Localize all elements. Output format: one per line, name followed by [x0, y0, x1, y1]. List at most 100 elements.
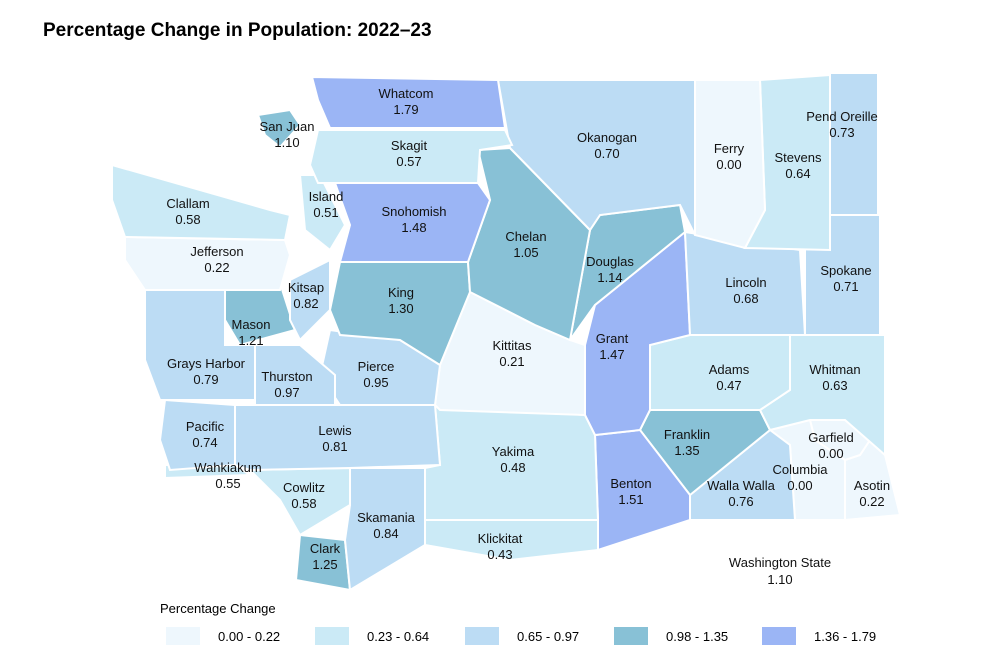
county-value-kittitas: 0.21: [499, 354, 524, 369]
county-name-yakima: Yakima: [492, 444, 535, 459]
state-value: 1.10: [767, 572, 792, 587]
county-value-okanogan: 0.70: [594, 146, 619, 161]
county-name-columbia: Columbia: [773, 462, 829, 477]
county-name-klickitat: Klickitat: [478, 531, 523, 546]
county-value-pend-oreille: 0.73: [829, 125, 854, 140]
county-value-clark: 1.25: [312, 557, 337, 572]
county-value-snohomish: 1.48: [401, 220, 426, 235]
county-value-asotin: 0.22: [859, 494, 884, 509]
county-value-ferry: 0.00: [716, 157, 741, 172]
county-name-skamania: Skamania: [357, 510, 416, 525]
county-name-whatcom: Whatcom: [379, 86, 434, 101]
legend-swatch: [465, 627, 499, 645]
legend-label: 0.00 - 0.22: [218, 628, 281, 644]
legend-item: 0.98 - 1.35: [614, 627, 728, 645]
county-value-lewis: 0.81: [322, 439, 347, 454]
county-value-douglas: 1.14: [597, 270, 622, 285]
legend-item: 1.36 - 1.79: [762, 627, 876, 645]
county-name-benton: Benton: [610, 476, 651, 491]
county-value-columbia: 0.00: [787, 478, 812, 493]
county-value-skamania: 0.84: [373, 526, 398, 541]
county-name-mason: Mason: [231, 317, 270, 332]
county-name-snohomish: Snohomish: [381, 204, 446, 219]
county-name-clallam: Clallam: [166, 196, 209, 211]
county-name-garfield: Garfield: [808, 430, 854, 445]
county-name-pacific: Pacific: [186, 419, 225, 434]
county-name-chelan: Chelan: [505, 229, 546, 244]
county-name-king: King: [388, 285, 414, 300]
county-name-thurston: Thurston: [261, 369, 312, 384]
county-okanogan: [496, 79, 696, 236]
county-value-chelan: 1.05: [513, 245, 538, 260]
county-value-walla-walla: 0.76: [728, 494, 753, 509]
county-value-franklin: 1.35: [674, 443, 699, 458]
county-kitsap: [289, 258, 331, 342]
county-name-island: Island: [309, 189, 344, 204]
state-label: Washington State: [729, 555, 831, 570]
county-value-thurston: 0.97: [274, 385, 299, 400]
legend-swatch: [762, 627, 796, 645]
county-value-san-juan: 1.10: [274, 135, 299, 150]
county-value-stevens: 0.64: [785, 166, 810, 181]
county-clallam: [111, 163, 292, 242]
county-name-jefferson: Jefferson: [190, 244, 243, 259]
county-value-king: 1.30: [388, 301, 413, 316]
county-name-kitsap: Kitsap: [288, 280, 324, 295]
county-name-stevens: Stevens: [775, 150, 822, 165]
county-value-lincoln: 0.68: [733, 291, 758, 306]
legend-label: 0.65 - 0.97: [517, 628, 580, 644]
county-value-yakima: 0.48: [500, 460, 525, 475]
county-name-douglas: Douglas: [586, 254, 634, 269]
county-value-wahkiakum: 0.55: [215, 476, 240, 491]
map-title: Percentage Change in Population: 2022–23: [43, 20, 432, 41]
county-name-lincoln: Lincoln: [725, 275, 766, 290]
county-value-skagit: 0.57: [396, 154, 421, 169]
county-value-spokane: 0.71: [833, 279, 858, 294]
county-name-adams: Adams: [709, 362, 750, 377]
county-value-mason: 1.21: [238, 333, 263, 348]
county-value-whatcom: 1.79: [393, 102, 418, 117]
legend-swatch: [166, 627, 200, 645]
county-value-adams: 0.47: [716, 378, 741, 393]
county-value-jefferson: 0.22: [204, 260, 229, 275]
county-value-benton: 1.51: [618, 492, 643, 507]
legend-title: Percentage Change: [160, 601, 276, 616]
county-value-whitman: 0.63: [822, 378, 847, 393]
county-name-san-juan: San Juan: [260, 119, 315, 134]
county-name-ferry: Ferry: [714, 141, 745, 156]
county-value-pacific: 0.74: [192, 435, 217, 450]
county-name-grant: Grant: [596, 331, 629, 346]
legend-label: 0.98 - 1.35: [666, 628, 729, 644]
county-name-cowlitz: Cowlitz: [283, 480, 325, 495]
county-name-kittitas: Kittitas: [492, 338, 532, 353]
county-san-juan: [256, 108, 302, 149]
county-name-pend-oreille: Pend Oreille: [806, 109, 878, 124]
legend-label: 1.36 - 1.79: [814, 628, 877, 644]
legend-item: 0.23 - 0.64: [315, 627, 429, 645]
county-value-clallam: 0.58: [175, 212, 200, 227]
county-name-asotin: Asotin: [854, 478, 890, 493]
legend-label: 0.23 - 0.64: [367, 628, 430, 644]
legend-swatch: [315, 627, 349, 645]
county-name-lewis: Lewis: [318, 423, 352, 438]
legend-swatch: [614, 627, 648, 645]
county-value-grays-harbor: 0.79: [193, 372, 218, 387]
county-name-okanogan: Okanogan: [577, 130, 637, 145]
county-value-garfield: 0.00: [818, 446, 843, 461]
county-value-island: 0.51: [313, 205, 338, 220]
county-value-grant: 1.47: [599, 347, 624, 362]
legend-item: 0.00 - 0.22: [166, 627, 280, 645]
county-value-cowlitz: 0.58: [291, 496, 316, 511]
county-name-pierce: Pierce: [358, 359, 395, 374]
county-name-franklin: Franklin: [664, 427, 710, 442]
county-value-klickitat: 0.43: [487, 547, 512, 562]
county-pend-oreille: [829, 72, 879, 216]
county-skagit: [308, 129, 514, 184]
county-value-kitsap: 0.82: [293, 296, 318, 311]
county-name-skagit: Skagit: [391, 138, 428, 153]
legend-item: 0.65 - 0.97: [465, 627, 579, 645]
county-name-whitman: Whitman: [809, 362, 860, 377]
county-name-wahkiakum: Wahkiakum: [194, 460, 261, 475]
